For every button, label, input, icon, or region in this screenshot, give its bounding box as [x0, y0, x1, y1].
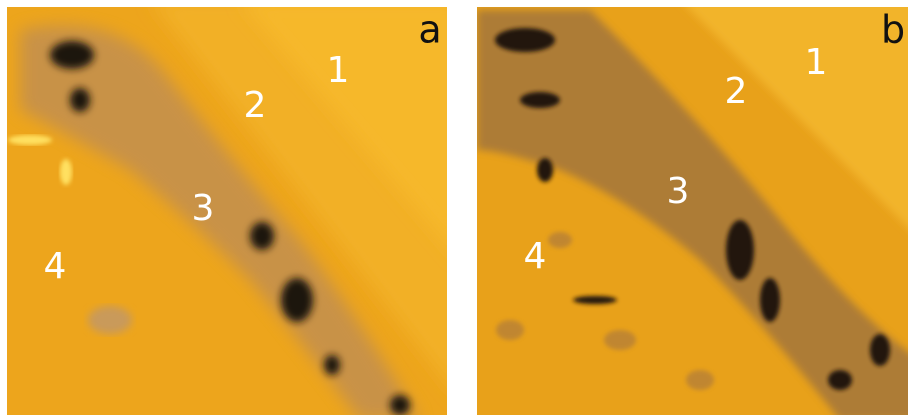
panel-a-image: [7, 0, 460, 418]
region-label: 4: [44, 246, 67, 287]
figure: a 1 2 3 4 b 1 2 3 4: [0, 0, 909, 418]
region-label: 2: [725, 71, 748, 112]
region-label: 3: [192, 188, 215, 229]
panel-label: b: [881, 8, 905, 52]
panel-b-image: [477, 0, 909, 418]
panel-label: a: [418, 8, 441, 52]
region-label: 3: [667, 171, 690, 212]
region-label: 1: [805, 42, 828, 83]
region-label: 1: [327, 50, 350, 91]
region-label: 4: [524, 236, 547, 277]
region-label: 2: [244, 85, 267, 126]
